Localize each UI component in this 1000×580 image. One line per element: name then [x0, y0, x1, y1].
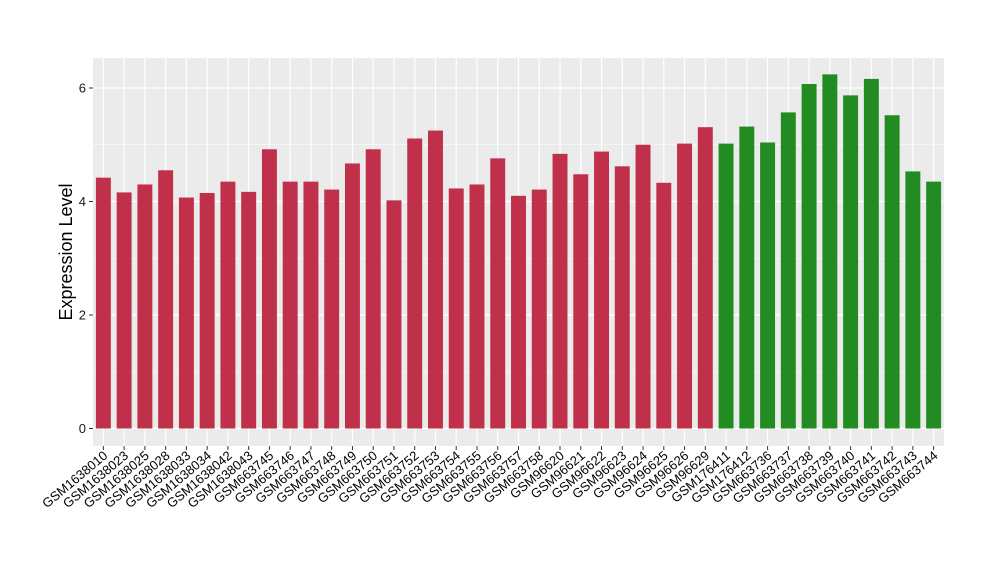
bar — [863, 78, 879, 429]
bar — [220, 181, 236, 429]
bar — [282, 181, 298, 429]
bar — [324, 189, 340, 429]
bar — [261, 149, 277, 429]
bar — [386, 200, 402, 429]
bar — [884, 115, 900, 429]
bar — [469, 184, 485, 429]
y-tick-label: 6 — [79, 81, 86, 96]
bar — [614, 166, 630, 429]
bar — [718, 143, 734, 429]
bar — [199, 192, 215, 429]
bar — [594, 151, 609, 429]
y-axis-title: Expression Level — [56, 183, 76, 320]
bar — [656, 182, 672, 429]
bar — [697, 127, 713, 429]
bar — [531, 189, 547, 429]
bar — [178, 197, 194, 429]
bar — [511, 195, 526, 429]
bar — [407, 138, 423, 429]
bar — [905, 171, 921, 429]
bar — [116, 192, 132, 429]
bar — [490, 158, 506, 429]
y-tick-label: 4 — [79, 194, 86, 209]
bar — [448, 188, 464, 429]
bar — [677, 143, 693, 429]
bar — [365, 149, 381, 429]
bar — [428, 130, 443, 429]
bar — [573, 174, 589, 429]
x-axis: GSM1638010GSM1638023GSM1638025GSM1638028… — [39, 446, 941, 511]
bar — [303, 181, 319, 429]
y-tick-label: 2 — [79, 308, 86, 323]
bar — [95, 177, 111, 429]
bar — [926, 181, 942, 429]
bar — [822, 74, 838, 429]
bar — [552, 153, 568, 429]
bar — [843, 95, 859, 429]
bar — [780, 112, 796, 429]
bar — [801, 84, 817, 429]
bar — [137, 184, 153, 429]
y-tick-label: 0 — [79, 421, 86, 436]
bar — [344, 163, 360, 429]
bar — [760, 142, 776, 429]
bars — [95, 74, 942, 429]
bar — [635, 144, 651, 429]
y-axis: 0 2 4 6 — [79, 81, 93, 436]
bar — [158, 170, 174, 429]
bar — [241, 191, 257, 429]
bar — [739, 126, 755, 429]
